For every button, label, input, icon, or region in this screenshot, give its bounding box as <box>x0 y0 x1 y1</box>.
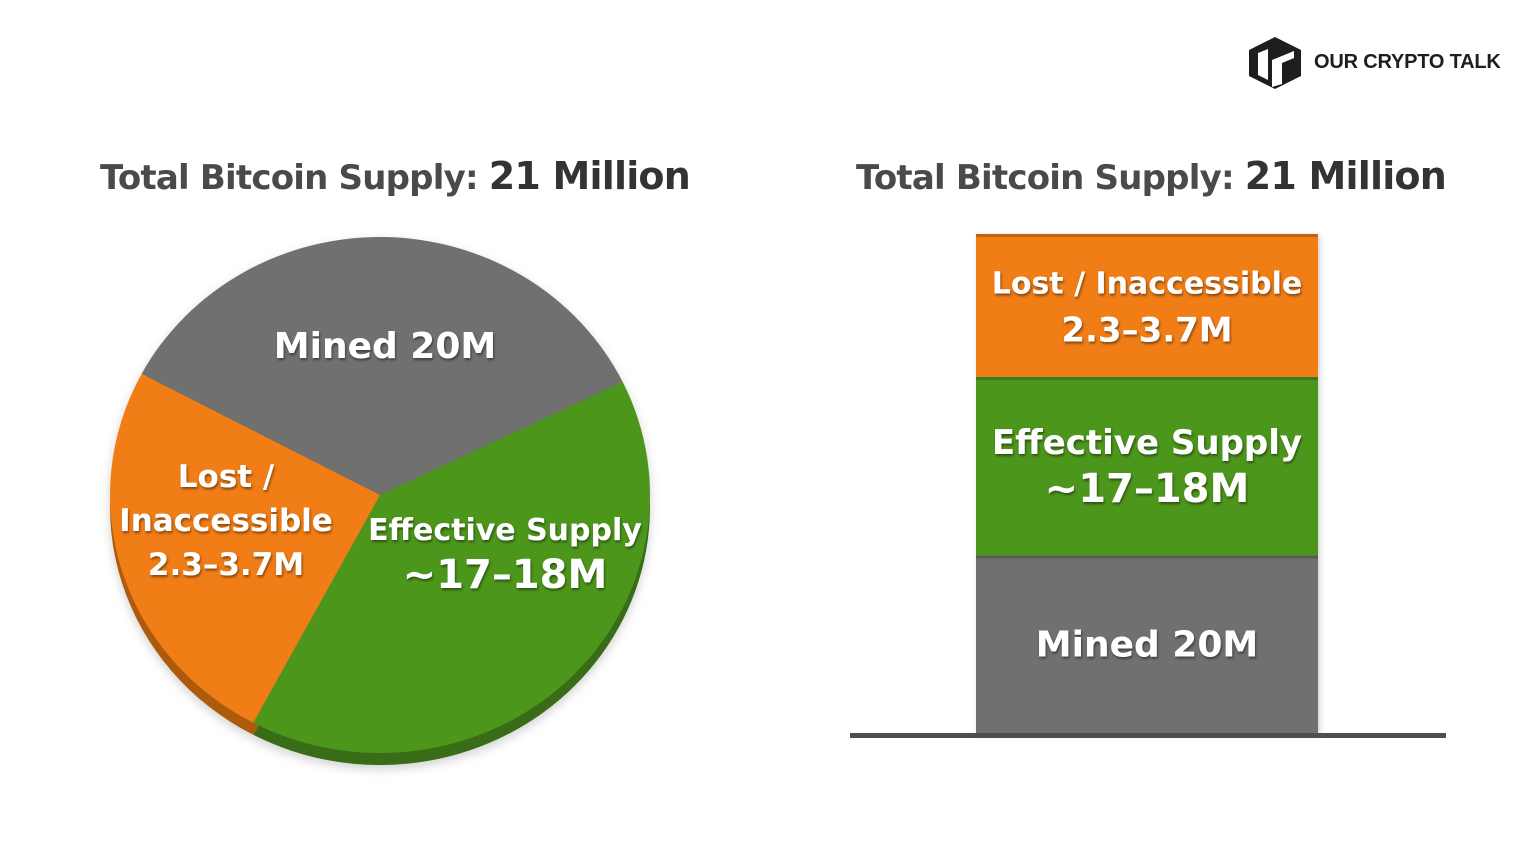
bar-title-prefix: Total Bitcoin Supply: <box>856 158 1235 198</box>
pie-label-line: 2.3–3.7M <box>148 547 304 583</box>
pie-label-line: ~17–18M <box>403 552 608 598</box>
pie-label-mined: Mined 20M <box>274 326 496 367</box>
bar-label-mined: Mined 20M <box>1036 625 1258 666</box>
pie-slice-lost <box>110 373 380 723</box>
brand: OUR CRYPTO TALK <box>1244 34 1524 90</box>
brand-name: OUR CRYPTO TALK <box>1314 50 1501 73</box>
bar-label-line: Mined 20M <box>1036 625 1258 666</box>
bar-title-value: 21 Million <box>1244 154 1447 198</box>
bar-segment-lost <box>976 234 1318 377</box>
bar-segment-mined <box>976 555 1318 734</box>
pie-slice-effective <box>253 381 651 754</box>
pie-chart-title: Total Bitcoin Supply: 21 Million <box>100 154 691 198</box>
pie-chart: Mined 20M Effective Supply ~17–18M Lost / In… <box>109 236 651 766</box>
pie-label-line: Effective Supply <box>368 513 642 548</box>
bar-label-line: ~17–18M <box>1045 466 1250 512</box>
bar-label-effective: Effective Supply ~17–18M <box>992 423 1302 512</box>
pie-label-line: Mined 20M <box>274 326 496 367</box>
bar-segment-effective <box>976 376 1318 556</box>
bar-segment-edge-mined <box>976 555 1318 559</box>
pie-slice-mined <box>141 236 623 495</box>
bar-label-lost: Lost / Inaccessible 2.3–3.7M <box>992 266 1303 350</box>
pie-label-line: Inaccessible <box>119 503 333 539</box>
pie-label-line: Lost / <box>178 459 275 495</box>
bar-chart-title: Total Bitcoin Supply: 21 Million <box>856 154 1447 198</box>
bar-segment-edge-lost <box>976 234 1318 237</box>
bar-baseline <box>850 733 1446 738</box>
bar-label-line: Effective Supply <box>992 423 1302 463</box>
pie-title-prefix: Total Bitcoin Supply: <box>100 158 479 198</box>
bar-segment-edge-effective <box>976 376 1318 380</box>
bar-label-line: Lost / Inaccessible <box>992 266 1303 301</box>
pie-label-lost: Lost / Inaccessible 2.3–3.7M <box>119 459 333 583</box>
pie-title-value: 21 Million <box>488 154 691 198</box>
cube-logo-icon <box>1249 37 1301 89</box>
bar-label-line: 2.3–3.7M <box>1061 310 1232 350</box>
pie-label-effective: Effective Supply ~17–18M <box>368 513 642 598</box>
